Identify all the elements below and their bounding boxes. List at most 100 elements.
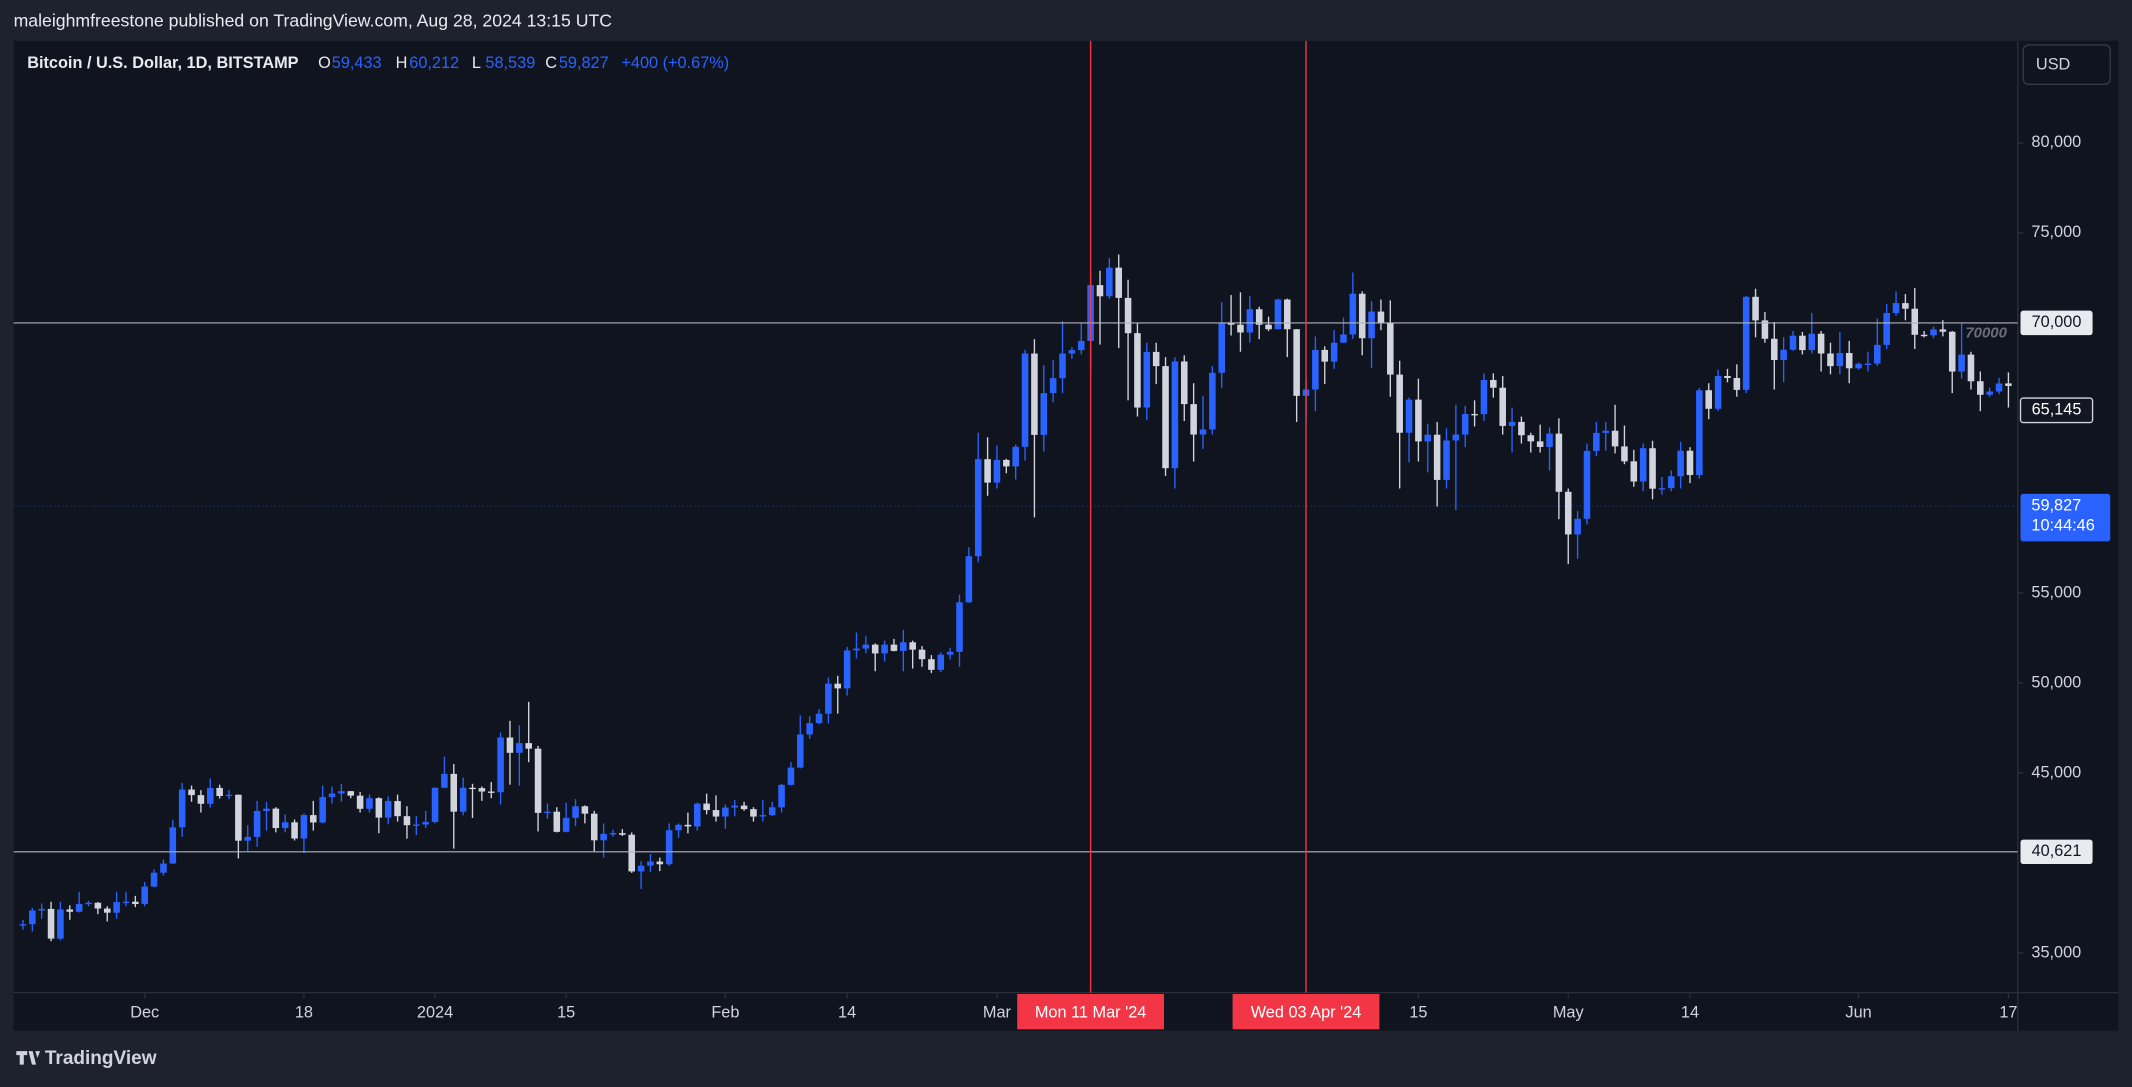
candle-body — [1518, 421, 1525, 436]
candle-body — [656, 861, 664, 865]
candle-body — [206, 787, 214, 804]
candle-body — [1761, 320, 1769, 339]
brand[interactable]: TradingView — [45, 1048, 157, 1069]
candle-body — [1939, 329, 1947, 332]
candle-body — [862, 644, 870, 649]
candle-body — [244, 836, 252, 841]
candle-body — [1443, 440, 1450, 480]
candle-body — [1780, 349, 1787, 361]
candle-body — [1293, 329, 1300, 396]
candle-body — [1284, 299, 1291, 330]
brand-logo — [16, 1051, 41, 1065]
candle-body — [1705, 390, 1713, 409]
candle-body — [1771, 338, 1778, 361]
candle-body — [235, 794, 242, 841]
candle-body — [169, 827, 177, 864]
candle-body — [1415, 399, 1422, 442]
candle-body — [1677, 450, 1684, 477]
candle-body — [1621, 446, 1628, 462]
candle-body — [497, 737, 504, 793]
date-label: Mon 11 Mar '24 — [1035, 1003, 1147, 1021]
candle-body — [188, 789, 195, 796]
price-box-label: 40,621 — [2032, 842, 2082, 860]
candle-body — [366, 798, 373, 809]
candle-body — [797, 734, 804, 768]
candle-body — [178, 789, 186, 828]
candle-body — [984, 459, 991, 483]
candle-body — [1162, 366, 1169, 469]
candle-body — [937, 654, 945, 670]
candle-body — [881, 644, 888, 654]
candle-body — [1340, 334, 1347, 343]
candle-body — [1564, 491, 1572, 535]
candle-body — [1358, 293, 1366, 339]
candle-body — [29, 910, 36, 925]
candle-body — [1874, 344, 1881, 364]
candle-body — [1433, 434, 1441, 480]
x-tick-label: Dec — [130, 1003, 159, 1021]
candle-body — [1031, 353, 1038, 435]
candle-body — [665, 830, 673, 865]
candle-body — [1855, 363, 1862, 369]
y-tick-label: 35,000 — [2031, 943, 2081, 961]
candle-body — [1471, 414, 1478, 416]
candle-body — [965, 556, 973, 603]
candle-body — [900, 642, 907, 651]
candle-body — [581, 806, 589, 814]
date-label: Wed 03 Apr '24 — [1251, 1003, 1362, 1021]
candle-body — [759, 815, 767, 817]
candle-body — [909, 642, 916, 650]
currency-button[interactable] — [2022, 44, 2111, 86]
candle-body — [1967, 354, 1975, 382]
candle-body — [890, 644, 898, 651]
candle-body — [619, 833, 626, 835]
chart-pane — [13, 40, 2119, 1031]
candle-body — [1387, 322, 1394, 375]
candle-body — [1883, 313, 1890, 345]
candle-body — [834, 683, 842, 689]
summary-change: +400 (+0.67%) — [621, 54, 729, 72]
candle-body — [1630, 461, 1638, 482]
candle-body — [628, 834, 635, 872]
candle-body — [1059, 353, 1066, 379]
candle-body — [57, 909, 64, 939]
candle-body — [590, 813, 598, 841]
candle-body — [1265, 324, 1272, 330]
y-tick-label: 50,000 — [2031, 673, 2081, 691]
candle-body — [684, 824, 692, 827]
candle-body — [47, 908, 55, 939]
candle-body — [1377, 311, 1385, 323]
candle-body — [1574, 518, 1581, 535]
summary-value: 59,433 — [332, 54, 382, 72]
summary-label: L — [472, 54, 481, 72]
price-box-label: 70,000 — [2032, 313, 2082, 331]
candle-body — [768, 807, 776, 816]
candle-body — [431, 787, 439, 822]
candle-body — [815, 713, 823, 724]
x-tick-label: Feb — [711, 1003, 739, 1021]
candle-body — [1527, 435, 1535, 442]
candle-body — [487, 791, 495, 793]
candle-body — [1536, 441, 1544, 447]
candle-body — [1667, 476, 1675, 489]
date-box — [1232, 993, 1380, 1030]
candle-body — [19, 924, 27, 926]
candle-body — [1180, 361, 1188, 405]
candle-body — [928, 659, 935, 670]
candle-body — [38, 908, 45, 911]
candle-body — [1752, 296, 1759, 321]
candle-body — [1602, 430, 1609, 433]
candle-body — [1948, 331, 1956, 372]
y-tick-label: 45,000 — [2031, 763, 2081, 781]
candle-body — [1405, 399, 1413, 433]
candle-body — [1171, 361, 1179, 469]
candle-body — [225, 794, 233, 797]
candle-body — [300, 815, 308, 839]
candle-body — [1864, 363, 1872, 365]
candle-body — [1049, 378, 1057, 394]
currency[interactable]: USD — [2036, 56, 2070, 74]
candle-body — [1555, 433, 1563, 492]
candle-body — [1152, 351, 1160, 367]
summary-label: O — [318, 54, 331, 72]
candle-body — [1930, 329, 1937, 336]
